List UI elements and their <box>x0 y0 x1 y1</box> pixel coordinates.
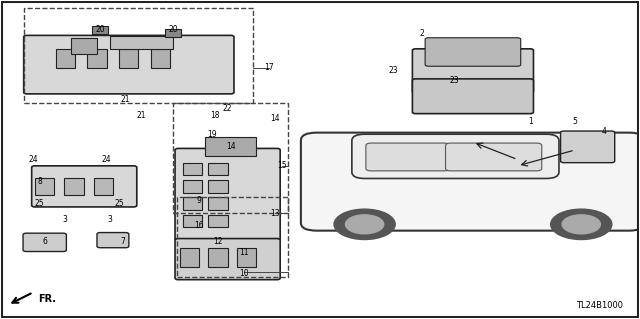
Text: 21: 21 <box>121 95 131 104</box>
Text: 10: 10 <box>239 269 248 278</box>
Text: 16: 16 <box>194 221 204 230</box>
Bar <box>94 178 113 195</box>
Text: 20: 20 <box>95 25 105 34</box>
Text: 23: 23 <box>449 76 459 85</box>
FancyBboxPatch shape <box>24 35 234 94</box>
Bar <box>205 137 256 156</box>
Bar <box>151 49 170 68</box>
Text: 4: 4 <box>601 127 606 136</box>
Bar <box>183 215 202 227</box>
Bar <box>183 180 202 193</box>
Bar <box>173 103 288 213</box>
Circle shape <box>334 209 395 240</box>
FancyBboxPatch shape <box>23 233 67 251</box>
Bar <box>65 178 84 195</box>
Text: 12: 12 <box>213 237 223 246</box>
Bar <box>209 180 228 193</box>
Circle shape <box>550 209 612 240</box>
Text: 1: 1 <box>528 117 532 126</box>
Text: 14: 14 <box>226 142 236 151</box>
Text: 20: 20 <box>168 25 179 34</box>
Text: 25: 25 <box>35 199 44 208</box>
FancyBboxPatch shape <box>31 166 137 207</box>
Text: 3: 3 <box>63 215 68 224</box>
Bar <box>180 248 199 267</box>
Text: 18: 18 <box>210 111 220 120</box>
Text: 5: 5 <box>572 117 577 126</box>
Text: 15: 15 <box>277 161 287 170</box>
FancyBboxPatch shape <box>412 49 534 93</box>
Bar <box>183 163 202 175</box>
Circle shape <box>562 215 600 234</box>
Bar <box>209 197 228 210</box>
Text: 13: 13 <box>271 209 280 218</box>
Text: 17: 17 <box>264 63 274 72</box>
Text: 8: 8 <box>37 177 42 186</box>
Bar <box>109 36 173 49</box>
Text: 11: 11 <box>239 248 248 257</box>
FancyBboxPatch shape <box>175 239 280 280</box>
Text: 24: 24 <box>28 155 38 164</box>
Bar <box>166 29 181 37</box>
Text: TL24B1000: TL24B1000 <box>576 301 623 310</box>
Bar <box>72 38 97 54</box>
Text: 9: 9 <box>196 196 202 205</box>
Bar <box>177 197 288 277</box>
FancyBboxPatch shape <box>175 148 280 240</box>
Text: 19: 19 <box>207 130 216 139</box>
FancyBboxPatch shape <box>352 134 559 178</box>
Bar <box>24 8 253 103</box>
Circle shape <box>346 215 384 234</box>
FancyBboxPatch shape <box>97 233 129 248</box>
Bar <box>119 49 138 68</box>
Bar <box>237 248 256 267</box>
Text: 22: 22 <box>223 104 232 113</box>
Bar <box>183 197 202 210</box>
FancyBboxPatch shape <box>301 133 640 231</box>
Text: 3: 3 <box>108 215 112 224</box>
FancyBboxPatch shape <box>561 131 614 163</box>
Text: 6: 6 <box>42 237 47 246</box>
Text: 14: 14 <box>271 114 280 123</box>
Bar <box>209 248 228 267</box>
Text: 25: 25 <box>115 199 124 208</box>
FancyBboxPatch shape <box>425 38 521 66</box>
FancyBboxPatch shape <box>412 79 534 114</box>
Bar <box>92 26 108 34</box>
FancyBboxPatch shape <box>445 143 541 171</box>
Text: 7: 7 <box>120 237 125 246</box>
Bar <box>209 163 228 175</box>
FancyBboxPatch shape <box>366 143 449 171</box>
Bar <box>88 49 106 68</box>
Bar <box>56 49 75 68</box>
Text: 21: 21 <box>137 111 147 120</box>
Text: FR.: FR. <box>38 293 56 304</box>
Text: 24: 24 <box>102 155 111 164</box>
Text: 23: 23 <box>388 66 398 76</box>
Bar <box>35 178 54 195</box>
Bar <box>209 215 228 227</box>
Text: 2: 2 <box>420 28 424 38</box>
